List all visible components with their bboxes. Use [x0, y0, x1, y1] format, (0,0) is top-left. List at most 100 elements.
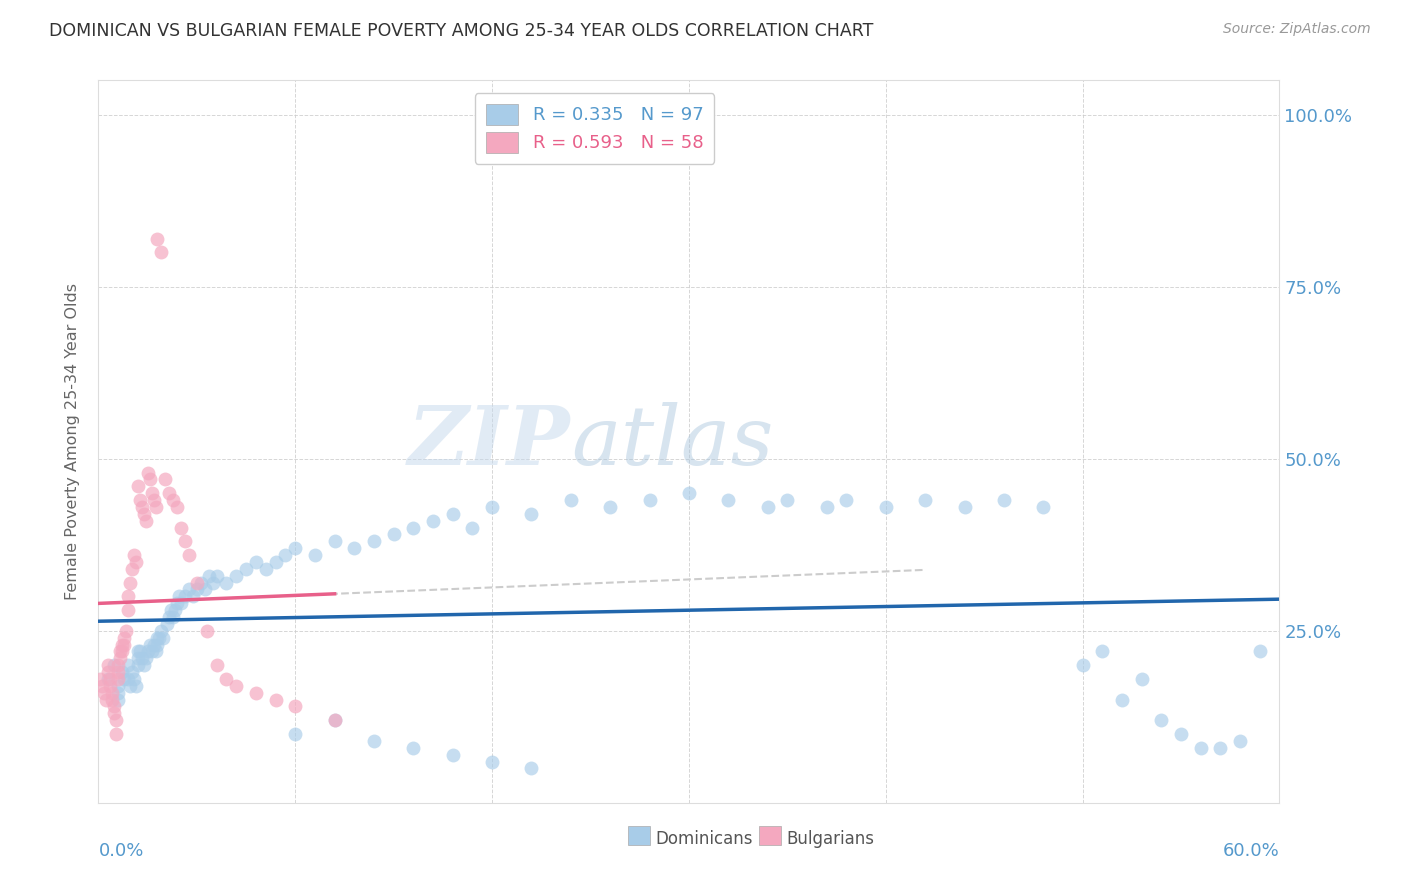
- Point: [146, 638, 169, 652]
- Point: [145, 644, 167, 658]
- Point: [103, 658, 125, 673]
- Point: [108, 651, 131, 665]
- Point: [117, 672, 139, 686]
- Point: [678, 486, 700, 500]
- Point: [170, 596, 193, 610]
- Text: Source: ZipAtlas.com: Source: ZipAtlas.com: [1223, 22, 1371, 37]
- Point: [111, 638, 134, 652]
- Point: [145, 500, 167, 514]
- Point: [118, 575, 141, 590]
- Point: [197, 568, 219, 582]
- Point: [177, 582, 200, 597]
- Point: [148, 631, 170, 645]
- Point: [117, 590, 139, 604]
- Point: [1170, 727, 1192, 741]
- Point: [107, 692, 129, 706]
- Point: [121, 562, 143, 576]
- Point: [150, 245, 173, 260]
- Point: [122, 548, 145, 562]
- Point: [107, 679, 129, 693]
- Point: [128, 493, 150, 508]
- Point: [152, 631, 174, 645]
- Point: [254, 562, 277, 576]
- Point: [141, 486, 163, 500]
- Point: [343, 541, 366, 556]
- Point: [108, 644, 131, 658]
- Point: [1091, 644, 1114, 658]
- Text: 0.0%: 0.0%: [98, 842, 143, 860]
- Point: [156, 616, 179, 631]
- Point: [131, 500, 153, 514]
- Point: [560, 493, 582, 508]
- Point: [101, 692, 124, 706]
- Point: [201, 575, 224, 590]
- Point: [125, 679, 148, 693]
- Point: [284, 699, 307, 714]
- Point: [815, 500, 838, 514]
- Point: [89, 672, 111, 686]
- Point: [103, 699, 125, 714]
- Y-axis label: Female Poverty Among 25-34 Year Olds: Female Poverty Among 25-34 Year Olds: [65, 283, 80, 600]
- Point: [638, 493, 661, 508]
- Point: [117, 658, 139, 673]
- Point: [105, 713, 128, 727]
- Point: [195, 624, 218, 638]
- Point: [127, 479, 149, 493]
- Point: [128, 644, 150, 658]
- Point: [103, 706, 125, 721]
- Point: [461, 520, 484, 534]
- Point: [1209, 740, 1232, 755]
- Text: Bulgarians: Bulgarians: [786, 830, 875, 847]
- Point: [304, 548, 326, 562]
- Point: [155, 472, 177, 486]
- Point: [520, 761, 543, 775]
- Point: [194, 582, 217, 597]
- Point: [264, 555, 287, 569]
- Point: [105, 727, 128, 741]
- Point: [150, 624, 173, 638]
- Point: [481, 755, 503, 769]
- Point: [138, 638, 160, 652]
- Point: [1150, 713, 1173, 727]
- Point: [993, 493, 1015, 508]
- Point: [107, 658, 129, 673]
- Point: [132, 507, 155, 521]
- Point: [225, 679, 247, 693]
- Point: [186, 582, 208, 597]
- Point: [127, 651, 149, 665]
- Point: [107, 672, 129, 686]
- Point: [323, 534, 346, 549]
- Point: [717, 493, 740, 508]
- Point: [599, 500, 621, 514]
- Point: [1111, 692, 1133, 706]
- Point: [142, 493, 165, 508]
- Point: [953, 500, 976, 514]
- Point: [215, 575, 238, 590]
- Point: [245, 686, 267, 700]
- Point: [107, 665, 129, 679]
- Point: [245, 555, 267, 569]
- Point: [157, 610, 180, 624]
- Text: 60.0%: 60.0%: [1223, 842, 1279, 860]
- Point: [174, 590, 197, 604]
- Point: [98, 679, 121, 693]
- Point: [96, 692, 118, 706]
- Point: [162, 493, 184, 508]
- Point: [186, 575, 208, 590]
- Point: [1249, 644, 1271, 658]
- Point: [141, 644, 163, 658]
- Text: DOMINICAN VS BULGARIAN FEMALE POVERTY AMONG 25-34 YEAR OLDS CORRELATION CHART: DOMINICAN VS BULGARIAN FEMALE POVERTY AM…: [49, 22, 873, 40]
- Point: [402, 740, 425, 755]
- Point: [132, 658, 155, 673]
- Point: [112, 638, 135, 652]
- Point: [135, 651, 157, 665]
- Point: [117, 603, 139, 617]
- Point: [136, 644, 159, 658]
- Point: [97, 665, 120, 679]
- Point: [177, 548, 200, 562]
- Point: [284, 727, 307, 741]
- Point: [162, 610, 184, 624]
- Point: [835, 493, 858, 508]
- Point: [166, 500, 188, 514]
- Point: [135, 514, 157, 528]
